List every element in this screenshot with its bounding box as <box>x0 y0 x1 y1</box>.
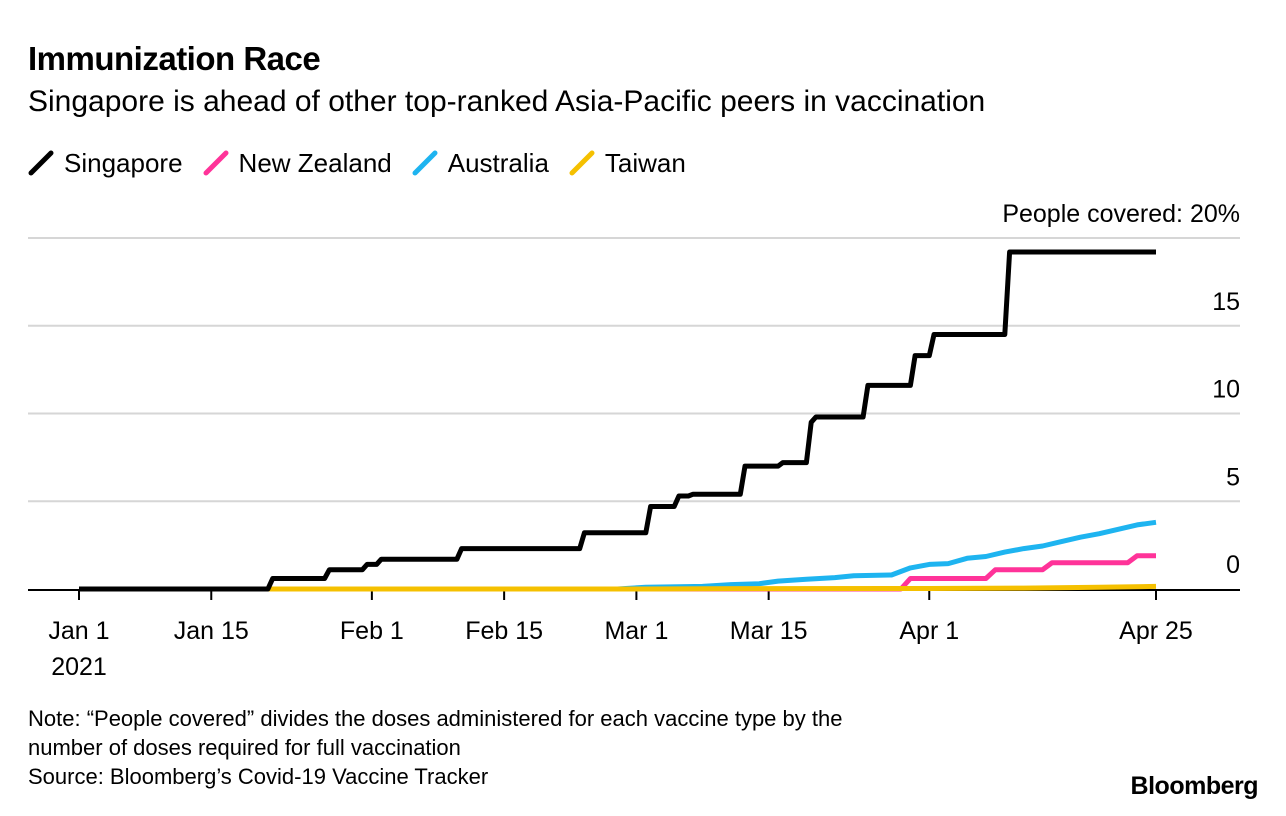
x-tick-sublabel-jan-1: 2021 <box>51 653 107 681</box>
y-tick-label-10: 10 <box>1212 376 1240 404</box>
legend-label-singapore: Singapore <box>64 147 183 178</box>
y-tick-label-5: 5 <box>1226 463 1240 491</box>
note-line-1: Note: “People covered” divides the doses… <box>28 706 843 731</box>
legend-label-taiwan: Taiwan <box>604 147 686 178</box>
x-tick-label-apr-1: Apr 1 <box>899 617 959 645</box>
series-line-taiwan <box>79 583 1157 592</box>
x-tick-label-mar-15: Mar 15 <box>730 617 808 645</box>
x-tick-label-mar-1: Mar 1 <box>604 617 668 645</box>
chart-subtitle: Singapore is ahead of other top-ranked A… <box>28 85 986 118</box>
legend-item-australia: Australia <box>412 148 549 179</box>
x-tick-label-feb-1: Feb 1 <box>340 617 404 645</box>
x-tick-label-apr-25: Apr 25 <box>1119 617 1193 645</box>
legend-swatch-taiwan <box>569 150 595 176</box>
note-line-2: number of doses required for full vaccin… <box>28 735 461 760</box>
x-tick-label-jan-1: Jan 1 <box>48 617 109 645</box>
legend-item-taiwan: Taiwan <box>569 148 686 179</box>
legend-swatch-australia <box>412 150 438 176</box>
line-chart: 0 5 10 15 People covered: 20% Jan 1 2021 Jan 15… <box>28 200 1240 681</box>
legend: Singapore New Zealand Australia Taiwan <box>28 145 706 181</box>
legend-swatch-new-zealand <box>203 150 229 176</box>
y-tick-label-20: People covered: 20% <box>1002 200 1240 228</box>
chart-title: Immunization Race <box>28 40 321 77</box>
x-tick-label-jan-15: Jan 15 <box>174 617 249 645</box>
bloomberg-logo: Bloomberg <box>1130 772 1259 800</box>
legend-item-new-zealand: New Zealand <box>203 148 392 179</box>
y-tick-label-0: 0 <box>1226 551 1240 579</box>
legend-label-australia: Australia <box>447 147 549 178</box>
series-line-new-zealand <box>79 553 1156 592</box>
legend-item-singapore: Singapore <box>28 148 183 179</box>
series-line-australia <box>79 519 1157 592</box>
chart-notes: Note: “People covered” divides the doses… <box>28 704 842 791</box>
x-tick-label-feb-15: Feb 15 <box>465 617 543 645</box>
series-line-singapore <box>79 249 1156 592</box>
y-tick-label-15: 15 <box>1212 288 1240 316</box>
legend-swatch-singapore <box>28 150 54 176</box>
legend-label-new-zealand: New Zealand <box>238 147 392 178</box>
source-line: Source: Bloomberg’s Covid-19 Vaccine Tra… <box>28 764 489 789</box>
